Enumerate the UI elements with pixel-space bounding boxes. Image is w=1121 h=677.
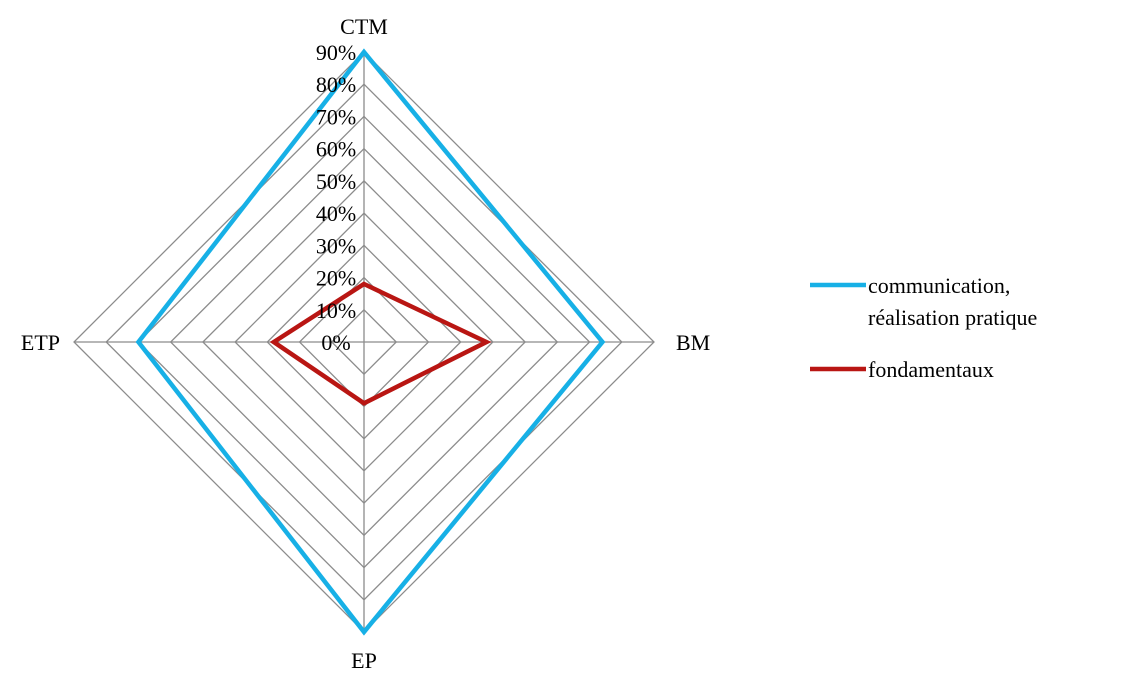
radial-tick-label: 0% (321, 330, 350, 355)
category-labels: CTM BM EP ETP (21, 14, 710, 673)
legend-item: fondamentaux (810, 357, 994, 382)
legend-item: communication, réalisation pratique (810, 273, 1037, 330)
category-label: ETP (21, 330, 60, 355)
category-label: CTM (340, 14, 388, 39)
radial-tick-label: 10% (316, 298, 356, 323)
category-label: EP (351, 648, 377, 672)
legend-label: réalisation pratique (868, 305, 1037, 330)
radial-tick-label: 80% (316, 72, 356, 97)
radial-tick-label: 90% (316, 40, 356, 65)
radial-tick-labels: 0% 10% 20% 30% 40% 50% 60% 70% 80% 90% (316, 40, 356, 355)
legend: communication, réalisation pratique fondam… (810, 273, 1037, 382)
legend-label: communication, (868, 273, 1010, 298)
radial-tick-label: 40% (316, 201, 356, 226)
series-line (135, 48, 606, 636)
radial-tick-label: 30% (316, 233, 356, 258)
series-line (269, 281, 492, 406)
radial-tick-label: 50% (316, 169, 356, 194)
radial-tick-label: 60% (316, 137, 356, 162)
legend-label: fondamentaux (868, 357, 994, 382)
radar-grid (73, 51, 655, 633)
radial-tick-label: 20% (316, 266, 356, 291)
radial-tick-label: 70% (316, 104, 356, 129)
category-label: BM (676, 330, 710, 355)
radar-series (135, 48, 606, 636)
